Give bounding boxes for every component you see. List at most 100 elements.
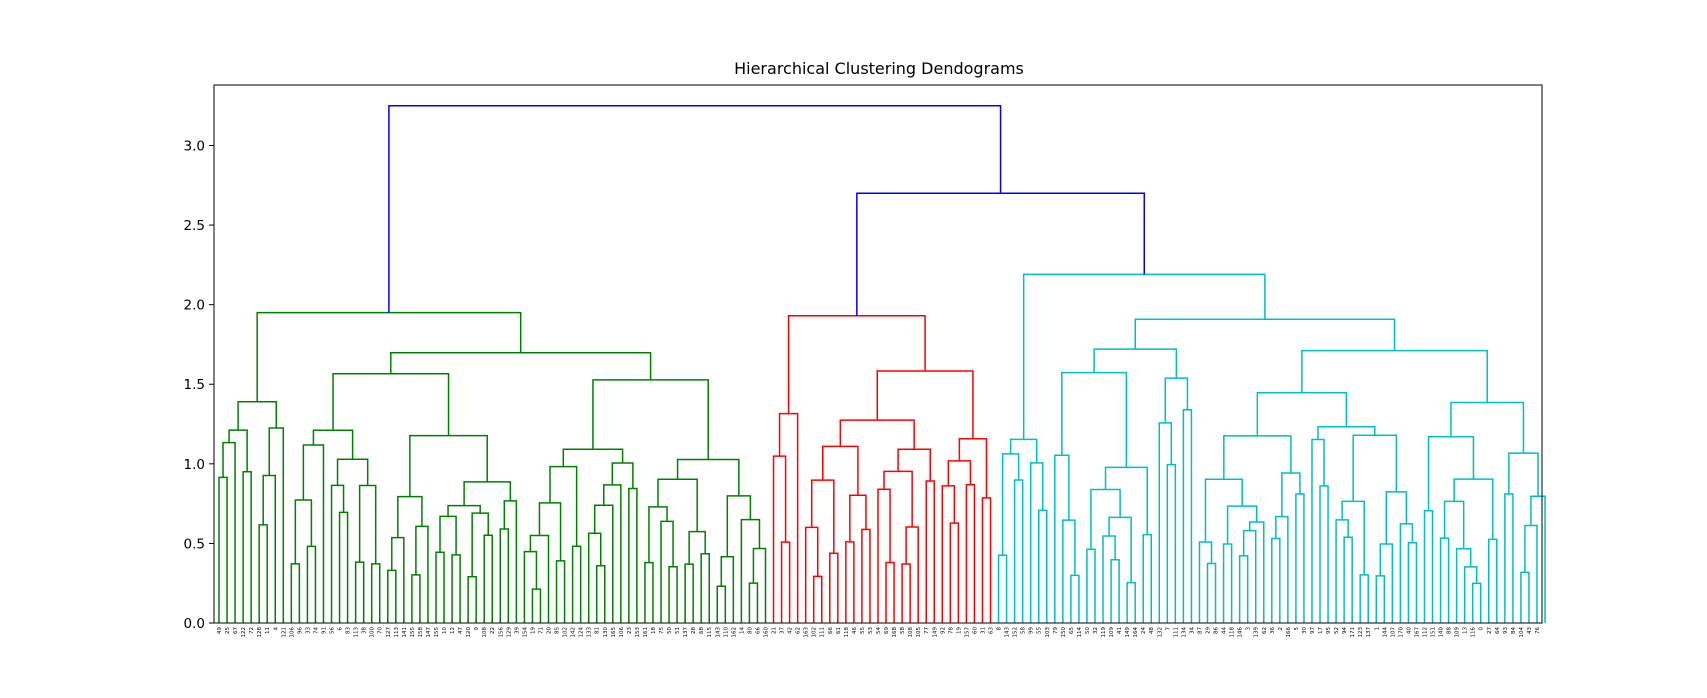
leaf-label: 107 xyxy=(1390,627,1396,638)
leaf-label: 50 xyxy=(667,627,673,634)
leaf-label: 30 xyxy=(1302,627,1308,634)
leaf-label: 63 xyxy=(989,627,995,634)
leaf-label: 118 xyxy=(844,627,850,638)
leaf-label: 36 xyxy=(1270,627,1276,634)
dendrogram-link xyxy=(262,474,277,623)
leaf-label: 21 xyxy=(772,627,778,634)
leaf-label: 149 xyxy=(932,627,938,638)
dendrogram-link xyxy=(592,379,709,460)
dendrogram-link xyxy=(593,504,614,623)
leaf-label: 53 xyxy=(868,627,874,634)
leaf-label: 86 xyxy=(1214,627,1220,634)
dendrogram-link xyxy=(861,528,871,623)
dendrogram-link xyxy=(463,481,512,506)
dendrogram-link xyxy=(390,352,652,380)
leaf-label: 41 xyxy=(1117,627,1123,634)
dendrogram-link xyxy=(810,479,835,554)
leaf-label: 93 xyxy=(1503,627,1509,634)
dendrogram-link xyxy=(1166,463,1177,623)
leaf-label: 112 xyxy=(1422,627,1428,638)
leaf-label: 81 xyxy=(595,627,601,634)
leaf-label: 74 xyxy=(313,627,319,634)
leaf-label: 120 xyxy=(466,627,472,638)
dendrogram-link xyxy=(1061,371,1128,468)
leaf-label: 4 xyxy=(273,627,279,631)
leaf-label: 54 xyxy=(876,627,882,634)
dendrogram-link xyxy=(595,564,606,623)
dendrogram-link xyxy=(668,566,678,623)
dendrogram-link xyxy=(1108,516,1132,583)
leaf-label: 139 xyxy=(1254,627,1260,638)
leaf-label: 83 xyxy=(346,627,352,634)
leaf-label: 147 xyxy=(426,627,432,638)
leaf-label: 29 xyxy=(1206,627,1212,634)
dendrogram-link xyxy=(1427,435,1475,511)
leaf-label: 113 xyxy=(354,627,360,638)
leaf-label: 121 xyxy=(281,627,287,638)
dendrogram-link xyxy=(1508,452,1539,497)
leaf-label: 95 xyxy=(1326,627,1332,634)
leaf-label: 150 xyxy=(1061,627,1067,638)
dendrogram-link xyxy=(332,373,450,436)
dendrogram-link xyxy=(338,511,349,623)
leaf-label: 40 xyxy=(1406,627,1412,634)
leaf-label: 155 xyxy=(410,627,416,638)
dendrogram-link xyxy=(700,553,710,623)
leaf-label: 133 xyxy=(587,627,593,638)
dendrogram-link xyxy=(1450,401,1525,454)
leaf-label: 67 xyxy=(233,627,239,634)
leaf-label: 97 xyxy=(1310,627,1316,634)
dendrogram-link xyxy=(958,437,988,498)
dendrogram-link xyxy=(549,465,578,547)
leaf-label: 58 xyxy=(1021,627,1027,634)
leaf-label: 9 xyxy=(474,627,480,631)
dendrogram-link xyxy=(1062,519,1076,623)
dendrogram-link xyxy=(411,574,421,623)
dendrogram-link xyxy=(587,532,602,623)
leaf-label: 76 xyxy=(1535,627,1541,634)
leaf-label: 61 xyxy=(836,627,842,634)
dendrogram-link xyxy=(941,485,956,623)
leaf-label: 71 xyxy=(538,627,544,634)
leaf-label: 116 xyxy=(1471,627,1477,638)
leaf-label: 2 xyxy=(1278,627,1284,631)
dendrogram-link xyxy=(644,561,654,623)
leaf-label: 128 xyxy=(257,627,263,638)
dendrogram-link xyxy=(628,487,638,623)
dendrogram-link xyxy=(1443,500,1465,549)
leaf-label: 0 xyxy=(1479,627,1485,631)
leaf-label: 25 xyxy=(225,627,231,634)
dendrogram-link xyxy=(905,526,919,623)
dendrogram-link xyxy=(447,504,481,517)
leaf-label: 122 xyxy=(241,627,247,638)
dendrogram-link xyxy=(256,311,522,402)
dendrogram-link xyxy=(839,419,915,450)
dendrogram-link xyxy=(242,470,252,623)
dendrogram-link xyxy=(1110,558,1120,623)
dendrogram-link xyxy=(1399,523,1414,623)
leaf-label: 19 xyxy=(956,627,962,634)
dendrogram-link xyxy=(388,104,1002,313)
dendrogram-link xyxy=(947,460,972,486)
leaf-label: 144 xyxy=(1382,627,1388,638)
leaf-label: 55 xyxy=(860,627,866,634)
leaf-label: 146 xyxy=(1238,627,1244,638)
leaf-label: 72 xyxy=(249,627,255,634)
dendrogram-link xyxy=(391,536,405,623)
leaf-label: 6 xyxy=(338,627,344,631)
leaf-label: 113 xyxy=(394,627,400,638)
dendrogram-link xyxy=(1248,521,1265,623)
leaf-label: 52 xyxy=(1334,627,1340,634)
y-tick-label: 2.0 xyxy=(184,298,205,314)
leaf-label: 5 xyxy=(1294,627,1300,631)
dendrogram-link xyxy=(1455,548,1472,623)
leaf-label: 48 xyxy=(1149,627,1155,634)
leaf-label: 47 xyxy=(458,627,464,634)
leaf-label: 65 xyxy=(1069,627,1075,634)
dendrogram-link xyxy=(849,494,867,542)
dendrogram-link xyxy=(302,444,325,623)
leaf-label: 100 xyxy=(370,627,376,638)
dendrogram-link xyxy=(358,484,377,564)
leaf-label: 168 xyxy=(892,627,898,638)
leaf-label: 137 xyxy=(1366,627,1372,638)
